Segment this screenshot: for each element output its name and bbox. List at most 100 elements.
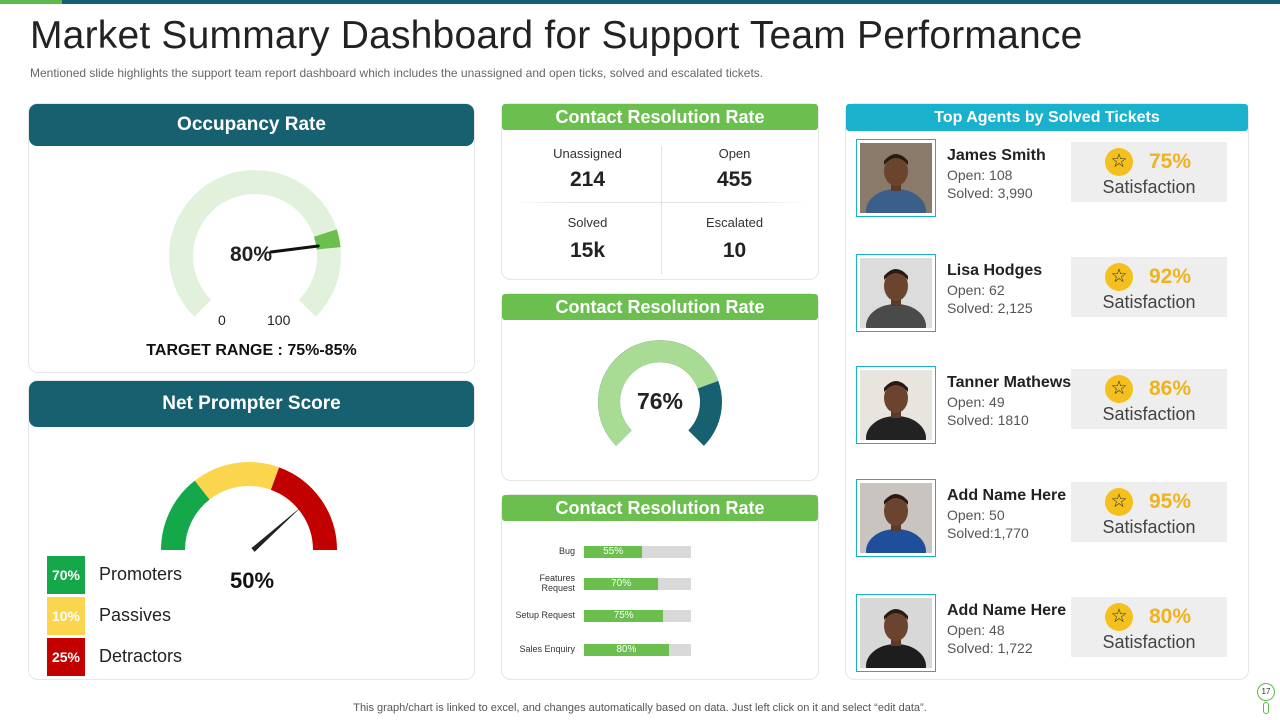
stat-unassigned-label: Unassigned bbox=[553, 146, 622, 161]
bar-category-label: Bug bbox=[558, 546, 575, 556]
agent-item[interactable]: Add Name Here Open: 48 Solved: 1,722 ☆ 8… bbox=[856, 594, 1236, 674]
agent-open-count: Open: 62 bbox=[947, 282, 1005, 298]
agent-photo[interactable] bbox=[856, 366, 936, 444]
bar-fill[interactable]: 75% bbox=[584, 610, 664, 622]
agent-name: Add Name Here bbox=[947, 487, 1067, 504]
stat-escalated-label: Escalated bbox=[705, 215, 764, 230]
page-title: Market Summary Dashboard for Support Tea… bbox=[30, 14, 1083, 57]
bar-row: Features Request 70% bbox=[502, 573, 818, 593]
stat-escalated-value: 10 bbox=[722, 239, 747, 262]
bar-track: 75% bbox=[584, 610, 691, 622]
occupancy-rate-title: Occupancy Rate bbox=[29, 104, 474, 146]
bar-category-label: Setup Request bbox=[515, 610, 575, 620]
footer-note: This graph/chart is linked to excel, and… bbox=[353, 702, 927, 714]
stat-unassigned-value: 214 bbox=[569, 168, 606, 191]
agent-photo[interactable] bbox=[856, 254, 936, 332]
agent-item[interactable]: Lisa Hodges Open: 62 Solved: 2,125 ☆ 92%… bbox=[856, 254, 1236, 334]
agent-satisfaction: ☆ 86% Satisfaction bbox=[1071, 369, 1227, 429]
top-accent-highlight bbox=[0, 0, 62, 4]
satisfaction-percent: 86% bbox=[1149, 377, 1192, 400]
agent-avatar-icon bbox=[860, 258, 932, 328]
satisfaction-label: Satisfaction bbox=[1102, 404, 1196, 424]
page-number-decoration bbox=[1263, 702, 1269, 714]
stats-vertical-divider bbox=[661, 146, 662, 274]
top-agents-card: Top Agents by Solved Tickets James Smith… bbox=[845, 103, 1249, 680]
nps-gauge-segment-passives bbox=[194, 462, 280, 500]
bar-row: Setup Request 75% bbox=[502, 610, 818, 624]
agent-open-count: Open: 50 bbox=[947, 507, 1005, 523]
agent-item[interactable]: Add Name Here Open: 50 Solved:1,770 ☆ 95… bbox=[856, 479, 1236, 559]
occupancy-value: 80% bbox=[230, 243, 273, 266]
satisfaction-percent: 80% bbox=[1149, 605, 1192, 628]
nps-gauge-segment-promoters bbox=[161, 480, 210, 551]
agent-photo[interactable] bbox=[856, 139, 936, 217]
occupancy-gauge-track bbox=[169, 170, 341, 317]
satisfaction-label: Satisfaction bbox=[1102, 177, 1196, 197]
bar-fill[interactable]: 80% bbox=[584, 644, 669, 656]
nps-value: 50% bbox=[230, 568, 275, 593]
agent-avatar-icon bbox=[860, 370, 932, 440]
agent-solved-count: Solved: 2,125 bbox=[947, 300, 1033, 316]
nps-legend-label: Promoters bbox=[99, 564, 183, 584]
agent-satisfaction: ☆ 80% Satisfaction bbox=[1071, 597, 1227, 657]
agent-avatar-icon bbox=[860, 483, 932, 553]
agent-satisfaction: ☆ 92% Satisfaction bbox=[1071, 257, 1227, 317]
occupancy-max-label: 100 bbox=[267, 312, 291, 328]
contact-resolution-stats-card: Contact Resolution Rate Unassigned 214 O… bbox=[501, 103, 819, 280]
agent-open-count: Open: 48 bbox=[947, 622, 1005, 638]
agent-name: Tanner Mathews bbox=[947, 374, 1072, 391]
agent-name: James Smith bbox=[947, 147, 1046, 164]
stat-open-value: 455 bbox=[716, 168, 753, 191]
nps-title: Net Prompter Score bbox=[29, 381, 474, 427]
satisfaction-label: Satisfaction bbox=[1102, 517, 1196, 537]
satisfaction-percent: 95% bbox=[1149, 490, 1192, 513]
occupancy-gauge[interactable] bbox=[29, 104, 476, 374]
agent-item[interactable]: James Smith Open: 108 Solved: 3,990 ☆ 75… bbox=[856, 139, 1236, 219]
contact-resolution-bars-title: Contact Resolution Rate bbox=[502, 495, 818, 521]
nps-legend-label: Detractors bbox=[99, 646, 183, 666]
bar-category-label: Features Request bbox=[539, 573, 575, 593]
contact-resolution-stats-title: Contact Resolution Rate bbox=[502, 104, 818, 130]
occupancy-gauge-needle bbox=[269, 244, 320, 254]
agent-name: Add Name Here bbox=[947, 602, 1067, 619]
bar-row: Sales Enquiry 80% bbox=[502, 644, 818, 658]
net-prompter-score-card: Net Prompter Score 50% 70% Promoters 10%… bbox=[28, 380, 475, 680]
satisfaction-percent: 75% bbox=[1149, 150, 1192, 173]
contact-resolution-donut-card: Contact Resolution Rate 76% bbox=[501, 293, 819, 481]
agent-solved-count: Solved: 1,722 bbox=[947, 640, 1033, 656]
agent-solved-count: Solved:1,770 bbox=[947, 525, 1029, 541]
page-number: 17 bbox=[1257, 683, 1275, 701]
nps-legend-pct: 70% bbox=[47, 556, 85, 594]
nps-legend-pct: 10% bbox=[47, 597, 85, 635]
contact-resolution-donut[interactable] bbox=[502, 294, 818, 482]
occupancy-target-range: TARGET RANGE : 75%-85% bbox=[146, 342, 357, 359]
nps-legend-pct: 25% bbox=[47, 638, 85, 676]
bar-row: Bug 55% bbox=[502, 546, 818, 560]
agent-satisfaction: ☆ 95% Satisfaction bbox=[1071, 482, 1227, 542]
agent-photo[interactable] bbox=[856, 479, 936, 557]
top-accent-bar bbox=[0, 0, 1280, 4]
donut-value-arc bbox=[598, 340, 719, 446]
nps-gauge-needle bbox=[251, 505, 303, 552]
stat-open-label: Open bbox=[718, 146, 751, 161]
agent-avatar-icon bbox=[860, 598, 932, 668]
occupancy-gauge-marker bbox=[313, 229, 341, 250]
stat-solved-label: Solved bbox=[567, 215, 608, 230]
occupancy-rate-card: Occupancy Rate 80% 0 100 TARGET RANGE : … bbox=[28, 103, 475, 373]
agent-photo[interactable] bbox=[856, 594, 936, 672]
nps-gauge[interactable] bbox=[29, 381, 476, 681]
agent-item[interactable]: Tanner Mathews Open: 49 Solved: 1810 ☆ 8… bbox=[856, 366, 1236, 446]
contact-resolution-bars-card: Contact Resolution Rate Bug 55% Features R… bbox=[501, 494, 819, 680]
star-icon: ☆ bbox=[1105, 375, 1133, 403]
bar-fill[interactable]: 55% bbox=[584, 546, 643, 558]
top-agents-title: Top Agents by Solved Tickets bbox=[846, 104, 1248, 131]
bar-fill[interactable]: 70% bbox=[584, 578, 659, 590]
bar-category-label: Sales Enquiry bbox=[519, 644, 575, 654]
satisfaction-label: Satisfaction bbox=[1102, 292, 1196, 312]
contact-resolution-donut-title: Contact Resolution Rate bbox=[502, 294, 818, 320]
page-subtitle: Mentioned slide highlights the support t… bbox=[30, 66, 764, 80]
agent-solved-count: Solved: 3,990 bbox=[947, 185, 1033, 201]
occupancy-min-label: 0 bbox=[218, 312, 226, 328]
agent-name: Lisa Hodges bbox=[947, 262, 1043, 279]
nps-gauge-segment-detractors bbox=[270, 467, 337, 551]
